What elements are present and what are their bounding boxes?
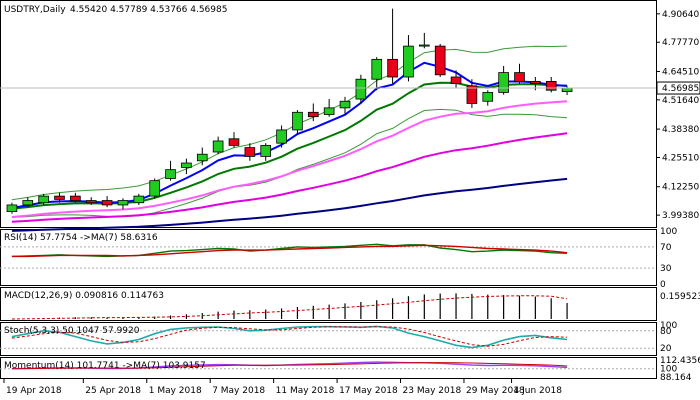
bull-candle (6, 204, 18, 212)
band-upper-line (11, 45, 568, 201)
band-lines (11, 45, 568, 218)
momentum-panel-frame (0, 357, 657, 379)
price-tick-label: 4.51640 (662, 96, 699, 106)
macd-signal-line (11, 295, 568, 320)
momentum-tick-label: 88.164 (660, 373, 692, 383)
bull-candle (165, 169, 176, 179)
bear-candle (54, 195, 65, 200)
price-tick-label: 4.77770 (662, 38, 699, 48)
rsi-panel-frame (0, 229, 657, 286)
date-tick-label: 19 Apr 2018 (6, 386, 62, 396)
bear-candle (244, 147, 256, 157)
bull-candle (482, 92, 494, 102)
bear-candle (545, 81, 557, 91)
rsi-line (11, 243, 568, 258)
bull-candle (339, 100, 351, 109)
date-tick-label: 29 May 2018 (466, 386, 525, 396)
bull-candle (403, 45, 414, 78)
rsi-panel: 100 70 30 0 (0, 227, 677, 290)
bull-candle (133, 195, 145, 204)
bear-candle (514, 72, 525, 82)
date-tick-label: 4 Jun 2018 (514, 386, 563, 396)
price-axis: 4.90640 4.77770 4.64510 4.51640 4.38380 4.255… (0, 10, 700, 221)
candles (6, 8, 573, 214)
momentum-tick-label: 112.4356 (660, 356, 700, 366)
ma-pink-line (11, 100, 568, 218)
ma-blue-line (11, 61, 568, 209)
bull-candle (292, 111, 303, 131)
stoch-signal-line (11, 326, 568, 347)
date-tick-label: 17 May 2018 (339, 386, 398, 396)
price-tick-label: 4.12250 (662, 183, 699, 193)
date-axis: 19 Apr 2018 25 Apr 2018 1 May 2018 7 May 20… (3, 379, 563, 396)
price-tick-label: 4.25510 (662, 153, 699, 163)
bear-candle (434, 45, 446, 76)
momentum-ma-line (11, 362, 568, 370)
macd-label: MACD(12,26,9) 0.090816 0.114763 (4, 291, 164, 301)
ma-magenta-line (11, 132, 568, 223)
stoch-panel-frame (0, 322, 657, 356)
price-tick-label: 4.90640 (662, 10, 699, 20)
bull-candle (371, 58, 383, 80)
rsi-tick-label: 70 (660, 243, 672, 253)
rsi-tick-label: 30 (660, 264, 672, 274)
bull-candle (181, 162, 192, 168)
bull-candle (117, 200, 129, 206)
bull-candle (38, 195, 49, 204)
date-tick-label: 1 May 2018 (149, 386, 202, 396)
rsi-tick-label: 0 (660, 280, 666, 290)
stoch-tick-label: 80 (660, 327, 672, 337)
bear-candle (85, 200, 97, 204)
date-tick-label: 25 Apr 2018 (85, 386, 141, 396)
bear-candle (70, 195, 81, 201)
date-tick-label: 11 May 2018 (276, 386, 335, 396)
macd-panel-frame (0, 287, 657, 321)
bear-candle (466, 85, 478, 104)
rsi-ma-line (11, 244, 568, 258)
price-tick-label: 4.38380 (662, 125, 699, 135)
rsi-label: RSI(14) 57.7754 ->MA(7) 58.6316 (4, 233, 158, 243)
bear-candle (387, 58, 398, 78)
current-price-box (656, 81, 700, 95)
bear-candle (450, 76, 462, 85)
current-price-label: 4.56985 (662, 84, 699, 94)
bull-candle (419, 44, 430, 47)
price-tick-label: 4.64510 (662, 67, 699, 77)
bull-candle (196, 153, 208, 162)
bull-candle (498, 72, 509, 93)
bear-candle (228, 138, 240, 146)
stoch-main-line (11, 325, 568, 349)
ma-navy-line (11, 177, 568, 232)
bull-candle (276, 129, 287, 144)
symbol-label: USDTRY,Daily (4, 5, 66, 15)
momentum-label: Momentum(14) 101.7741 ->MA(7) 103.9157 (4, 361, 206, 371)
bull-candle (260, 144, 272, 157)
date-tick-label: 23 May 2018 (403, 386, 462, 396)
momentum-tick-label: 100 (660, 365, 677, 375)
stoch-tick-label: 20 (660, 344, 672, 354)
bull-candle (149, 180, 160, 197)
date-tick-label: 7 May 2018 (212, 386, 265, 396)
bull-candle (355, 78, 367, 100)
bull-candle (561, 87, 573, 92)
stoch-tick-label: 100 (660, 321, 677, 331)
price-panel-frame (0, 0, 657, 228)
bull-candle (212, 140, 224, 153)
rsi-tick-label: 100 (660, 227, 677, 237)
macd-tick-label: 0.159523 (660, 292, 700, 302)
bear-candle (530, 81, 541, 85)
bear-candle (101, 200, 113, 206)
bear-candle (307, 111, 319, 118)
bull-candle (22, 200, 34, 206)
ohlc-readout: 4.55420 4.57789 4.53766 4.56985 (70, 5, 227, 15)
stoch-label: Stoch(5,3,3) 50.1047 57.9920 (4, 326, 140, 336)
price-tick-label: 3.99380 (662, 211, 699, 221)
macd-panel: 0.159523 (11, 292, 700, 320)
bull-candle (323, 107, 335, 115)
